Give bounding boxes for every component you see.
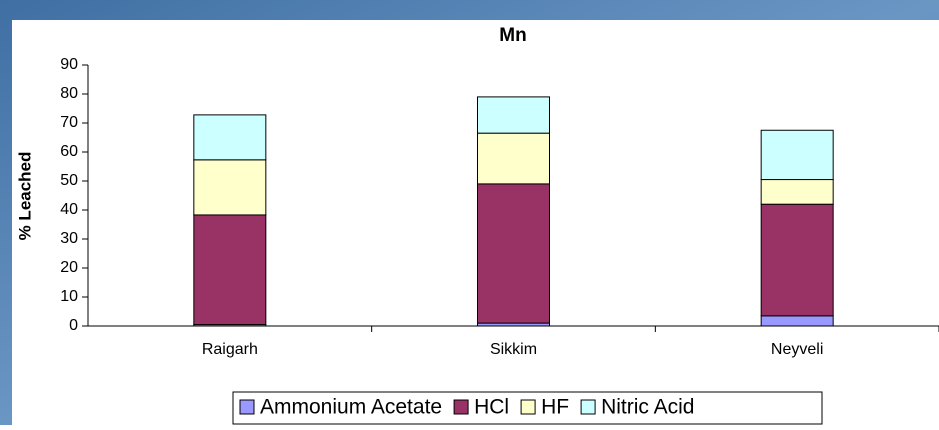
chart-title: Mn xyxy=(499,25,526,46)
bar-segment xyxy=(760,315,834,327)
y-tick-label: 90 xyxy=(60,56,78,73)
legend-swatch xyxy=(580,399,596,415)
legend-label: HF xyxy=(541,396,569,419)
legend-swatch xyxy=(239,399,255,415)
y-tick-label: 50 xyxy=(60,172,78,189)
bar-segment xyxy=(760,179,834,205)
x-tick-label: Sikkim xyxy=(490,341,537,358)
y-tick-label: 80 xyxy=(60,85,78,102)
y-axis-label: % Leached xyxy=(15,152,34,241)
bar-segment xyxy=(760,203,834,317)
legend-swatch xyxy=(520,399,536,415)
y-tick-label: 10 xyxy=(60,288,78,305)
legend-label: HCl xyxy=(474,396,509,419)
legend-label: Ammonium Acetate xyxy=(260,396,442,419)
x-tick-label: Raigarh xyxy=(202,341,258,358)
bar-segment xyxy=(760,129,834,181)
legend-swatch xyxy=(453,399,469,415)
bar-segment xyxy=(193,159,267,216)
y-tick-label: 40 xyxy=(60,201,78,218)
legend-label: Nitric Acid xyxy=(601,396,694,419)
x-tick-label: Neyveli xyxy=(771,341,823,358)
y-tick-label: 0 xyxy=(69,317,78,334)
legend xyxy=(232,391,823,425)
y-tick-label: 20 xyxy=(60,259,78,276)
bar-segment xyxy=(477,132,550,185)
y-tick-label: 60 xyxy=(60,143,78,160)
bar-segment xyxy=(477,96,550,134)
y-tick-label: 70 xyxy=(60,114,78,131)
bar-segment xyxy=(477,183,550,324)
bar-segment xyxy=(193,214,267,326)
bar-segment xyxy=(193,114,267,161)
y-tick-label: 30 xyxy=(60,230,78,247)
